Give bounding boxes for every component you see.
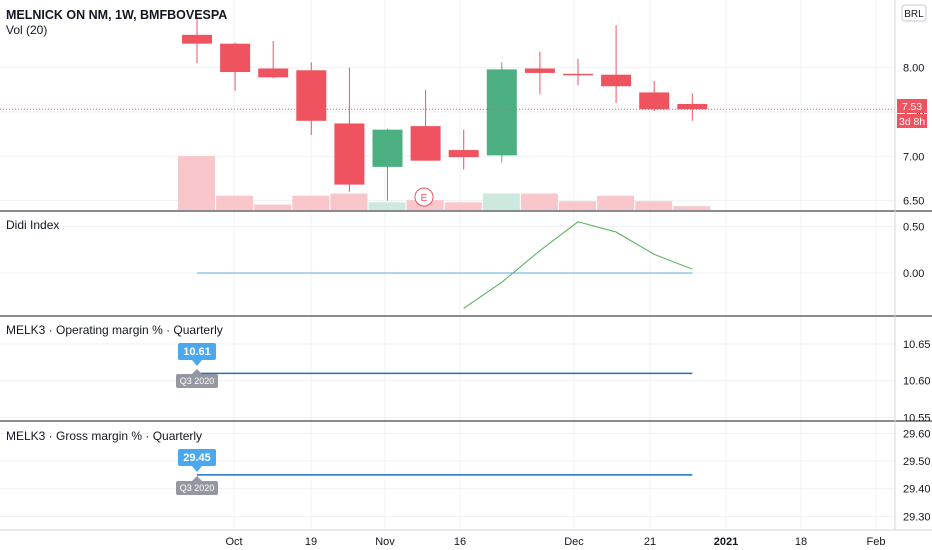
time-tick-label: Nov bbox=[375, 536, 395, 548]
time-tick-label: Dec bbox=[564, 536, 584, 548]
volume-bar bbox=[330, 193, 368, 210]
didi-tick-label: 0.00 bbox=[903, 268, 924, 280]
volume-bar bbox=[597, 195, 635, 210]
gross-margin-title: MELK3 · Gross margin % · Quarterly bbox=[6, 429, 202, 443]
time-tick-label: Oct bbox=[225, 536, 242, 548]
last-price-value: 7.53 bbox=[902, 101, 923, 113]
volume-bar bbox=[444, 202, 482, 210]
gross-margin-tick-label: 29.40 bbox=[903, 484, 931, 496]
candle-body bbox=[296, 70, 327, 121]
time-tick-label: 18 bbox=[795, 536, 807, 548]
time-axis[interactable]: Oct 19 Nov 16 Dec 21 2021 18 Feb bbox=[225, 536, 885, 548]
didi-tick-label: 0.50 bbox=[903, 221, 924, 233]
countdown-value: 3d 8h bbox=[899, 116, 925, 128]
candle-body bbox=[182, 34, 212, 44]
gross-margin-value: 29.45 bbox=[183, 452, 211, 464]
price-candles bbox=[0, 16, 895, 201]
grid-lines bbox=[0, 0, 895, 530]
operating-margin-period: Q3 2020 bbox=[180, 376, 215, 386]
operating-margin-callout: 10.61 Q3 2020 bbox=[176, 343, 218, 388]
candle-body bbox=[448, 150, 479, 158]
time-tick-label: 2021 bbox=[714, 536, 738, 548]
candle-body bbox=[524, 68, 555, 73]
volume-bar bbox=[520, 193, 558, 210]
operating-margin-tick-label: 10.65 bbox=[903, 339, 931, 351]
volume-bar bbox=[482, 193, 520, 210]
candle-body bbox=[563, 73, 593, 76]
gross-margin-period: Q3 2020 bbox=[180, 483, 215, 493]
time-tick-label: Feb bbox=[867, 536, 886, 548]
operating-margin-tick-label: 10.55 bbox=[903, 412, 931, 424]
volume-bar bbox=[254, 204, 292, 210]
earnings-marker[interactable]: E bbox=[414, 187, 434, 207]
volume-bar bbox=[368, 202, 406, 210]
volume-bar bbox=[673, 206, 711, 210]
gross-margin-tick-label: 29.50 bbox=[903, 456, 931, 468]
volume-bar bbox=[559, 201, 596, 210]
operating-margin-value: 10.61 bbox=[183, 346, 211, 358]
operating-margin-title: MELK3 · Operating margin % · Quarterly bbox=[6, 323, 223, 337]
pane-separators bbox=[0, 0, 932, 531]
gross-margin-callout: 29.45 Q3 2020 bbox=[176, 449, 218, 495]
volume-label: Vol (20) bbox=[6, 23, 47, 37]
time-tick-label: 21 bbox=[644, 536, 656, 548]
didi-index-lines bbox=[197, 221, 693, 309]
currency-label: BRL bbox=[904, 9, 924, 20]
price-tick-label: 7.00 bbox=[903, 151, 924, 163]
margin-lines bbox=[197, 372, 693, 476]
candle-body bbox=[258, 68, 289, 78]
candle-body bbox=[486, 69, 517, 156]
candle-body bbox=[677, 103, 708, 110]
gross-margin-tick-label: 29.30 bbox=[903, 511, 931, 523]
price-tick-label: 8.00 bbox=[903, 63, 924, 75]
candle-body bbox=[334, 123, 365, 185]
last-price-badge: 7.53 bbox=[897, 99, 927, 113]
countdown-badge: 3d 8h bbox=[897, 114, 927, 128]
gross-margin-tick-label: 29.60 bbox=[903, 428, 931, 440]
currency-button[interactable]: BRL bbox=[901, 4, 927, 22]
volume-bar bbox=[292, 195, 330, 210]
chart-title: MELNICK ON NM, 1W, BMFBOVESPA bbox=[6, 8, 227, 22]
operating-margin-tick-label: 10.60 bbox=[903, 376, 931, 388]
didi-index-title: Didi Index bbox=[6, 218, 59, 232]
earnings-marker-label: E bbox=[421, 193, 428, 204]
candle-body bbox=[372, 129, 403, 167]
volume-bar bbox=[216, 195, 254, 210]
price-tick-label: 6.50 bbox=[903, 196, 924, 208]
time-tick-label: 16 bbox=[454, 536, 466, 548]
time-tick-label: 19 bbox=[305, 536, 317, 548]
candle-body bbox=[639, 92, 670, 110]
volume-bars bbox=[178, 156, 711, 210]
volume-bar bbox=[178, 156, 215, 210]
volume-bar bbox=[635, 201, 673, 210]
candle-body bbox=[601, 74, 632, 87]
candle-body bbox=[220, 43, 251, 73]
didi-series-line bbox=[463, 221, 693, 309]
candle-body bbox=[410, 126, 441, 161]
